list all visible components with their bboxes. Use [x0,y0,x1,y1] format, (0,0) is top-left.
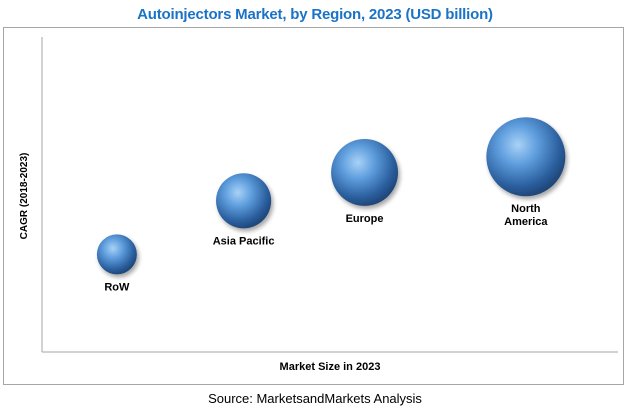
bubble-series: RoW Asia Pacific Europe North America [96,117,566,293]
bubble-label-europe: Europe [346,213,384,225]
bubble-label-asia-pacific: Asia Pacific [213,235,275,247]
bubble-asia-pacific [216,173,272,229]
bubble-north-america [486,117,566,197]
x-axis-label: Market Size in 2023 [280,361,381,373]
chart-frame [3,27,624,385]
bubble-label-row: RoW [104,281,130,293]
y-axis-label: CAGR (2018-2023) [19,153,30,240]
source-note: Source: MarketsandMarkets Analysis [208,391,422,406]
bubble-europe [331,138,399,206]
bubble-label-north-america: North America [504,203,548,228]
chart-title: Autoinjectors Market, by Region, 2023 (U… [137,6,493,23]
bubble-row [96,234,137,275]
